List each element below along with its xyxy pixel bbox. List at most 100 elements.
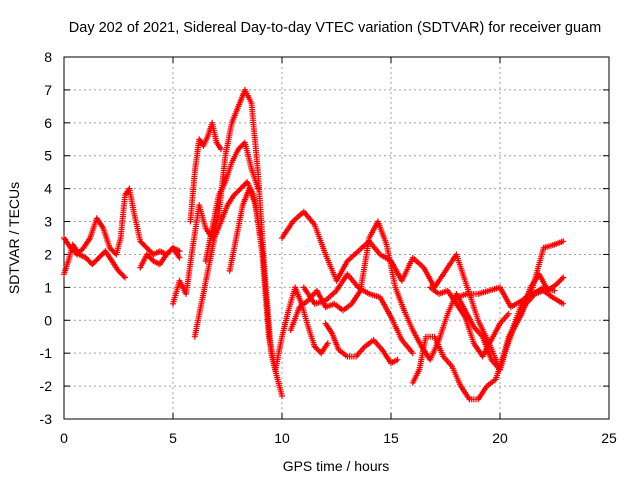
data-point	[95, 217, 98, 220]
data-point	[342, 309, 344, 312]
grid-lines	[64, 57, 609, 419]
data-point	[507, 312, 510, 315]
data-point	[172, 247, 174, 249]
data-point	[466, 286, 469, 289]
data-point	[394, 286, 397, 289]
y-tick-label: 5	[44, 148, 52, 164]
data-point	[433, 335, 436, 338]
data-series	[61, 86, 567, 403]
data-point	[459, 385, 462, 387]
data-point	[381, 349, 384, 351]
data-point	[490, 339, 493, 341]
data-point	[313, 303, 316, 305]
data-point	[316, 289, 318, 292]
data-point	[412, 382, 414, 384]
data-point	[553, 289, 556, 292]
data-point	[331, 332, 333, 335]
data-point	[67, 260, 70, 262]
data-point	[542, 286, 545, 289]
data-point	[390, 316, 392, 318]
data-point	[324, 322, 327, 325]
data-point	[372, 339, 375, 341]
y-tick-label: -2	[40, 378, 53, 394]
data-point	[481, 335, 484, 338]
data-point	[178, 279, 181, 282]
series-markers	[300, 271, 416, 357]
data-point	[185, 293, 187, 295]
data-point	[455, 303, 458, 305]
data-point	[189, 220, 192, 223]
data-point	[63, 273, 65, 276]
data-point	[198, 138, 200, 141]
series-arc-4	[170, 86, 285, 399]
data-point	[477, 398, 480, 401]
data-point	[108, 247, 111, 249]
data-point	[237, 148, 240, 150]
data-point	[464, 309, 466, 312]
series-arc-13	[409, 271, 567, 403]
data-point	[364, 345, 366, 348]
data-point	[82, 247, 85, 249]
data-point	[239, 187, 242, 190]
y-tick-label: -3	[40, 411, 53, 427]
data-point	[307, 299, 309, 302]
data-point	[217, 214, 220, 216]
data-point	[215, 141, 218, 144]
data-point	[274, 368, 277, 371]
data-point	[346, 273, 349, 276]
data-point	[211, 122, 214, 124]
data-point	[255, 204, 257, 206]
data-point	[244, 141, 246, 144]
data-point	[357, 250, 360, 252]
plot-frame	[63, 56, 610, 420]
data-point	[451, 365, 453, 368]
data-point	[553, 243, 556, 246]
data-point	[200, 303, 203, 305]
data-point	[281, 237, 283, 239]
data-point	[146, 247, 148, 249]
data-point	[521, 299, 523, 302]
data-point	[139, 266, 142, 269]
data-point	[294, 286, 296, 289]
data-point	[446, 289, 449, 292]
data-point	[194, 335, 196, 338]
data-point	[250, 168, 253, 170]
data-point	[217, 194, 220, 197]
data-point	[464, 316, 466, 318]
data-point	[401, 279, 403, 282]
data-point	[268, 335, 270, 338]
data-point	[191, 247, 194, 249]
series-arc-2	[61, 241, 128, 281]
data-point	[102, 227, 105, 229]
data-point	[178, 250, 181, 252]
data-point	[324, 306, 327, 308]
data-point	[555, 283, 558, 285]
data-point	[165, 253, 168, 256]
data-point	[115, 253, 118, 256]
data-point	[538, 273, 541, 276]
data-point	[220, 220, 222, 223]
y-tick-label: 3	[44, 214, 52, 230]
series-arc-5	[187, 119, 224, 225]
data-point	[444, 270, 447, 272]
data-point	[377, 220, 379, 223]
series-markers	[287, 218, 567, 373]
data-point	[257, 187, 259, 190]
data-point	[396, 358, 399, 361]
series-markers	[226, 185, 331, 373]
data-point	[98, 256, 100, 259]
y-tick-label: 8	[44, 49, 52, 65]
data-point	[477, 319, 480, 322]
data-point	[228, 270, 231, 272]
data-point	[231, 161, 233, 164]
data-point	[346, 260, 349, 262]
data-point	[226, 204, 229, 206]
series-arc-7	[202, 139, 261, 264]
data-point	[117, 270, 120, 272]
data-point	[412, 329, 414, 331]
data-point	[172, 303, 174, 305]
y-tick-label: 4	[44, 181, 52, 197]
data-point	[178, 256, 181, 259]
data-point	[503, 352, 506, 354]
